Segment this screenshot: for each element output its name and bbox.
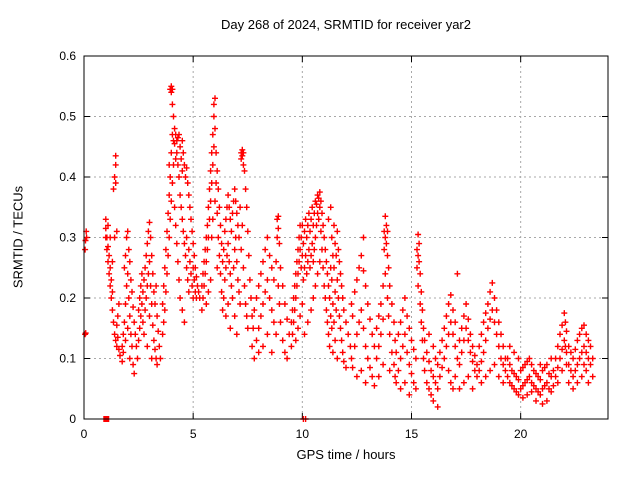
x-tick-label: 0 — [81, 427, 88, 441]
y-tick-label: 0 — [69, 412, 76, 426]
y-tick-label: 0.4 — [59, 170, 76, 184]
tick-labels: 0 5 10 15 20 0 0.1 0.2 0.3 0.4 0.5 0.6 — [59, 49, 527, 441]
plus-markers — [82, 83, 596, 422]
x-tick-label: 20 — [514, 427, 528, 441]
y-tick-label: 0.1 — [59, 352, 76, 366]
y-tick-label: 0.6 — [59, 49, 76, 63]
y-tick-label: 0.5 — [59, 110, 76, 124]
x-tick-label: 5 — [190, 427, 197, 441]
x-tick-label: 15 — [405, 427, 419, 441]
scatter-points — [82, 83, 596, 422]
x-tick-label: 10 — [296, 427, 310, 441]
chart-title: Day 268 of 2024, SRMTID for receiver yar… — [221, 17, 471, 32]
plot-border — [83, 55, 609, 420]
y-tick-label: 0.3 — [59, 231, 76, 245]
x-axis-label: GPS time / hours — [296, 447, 396, 462]
y-tick-label: 0.2 — [59, 291, 76, 305]
